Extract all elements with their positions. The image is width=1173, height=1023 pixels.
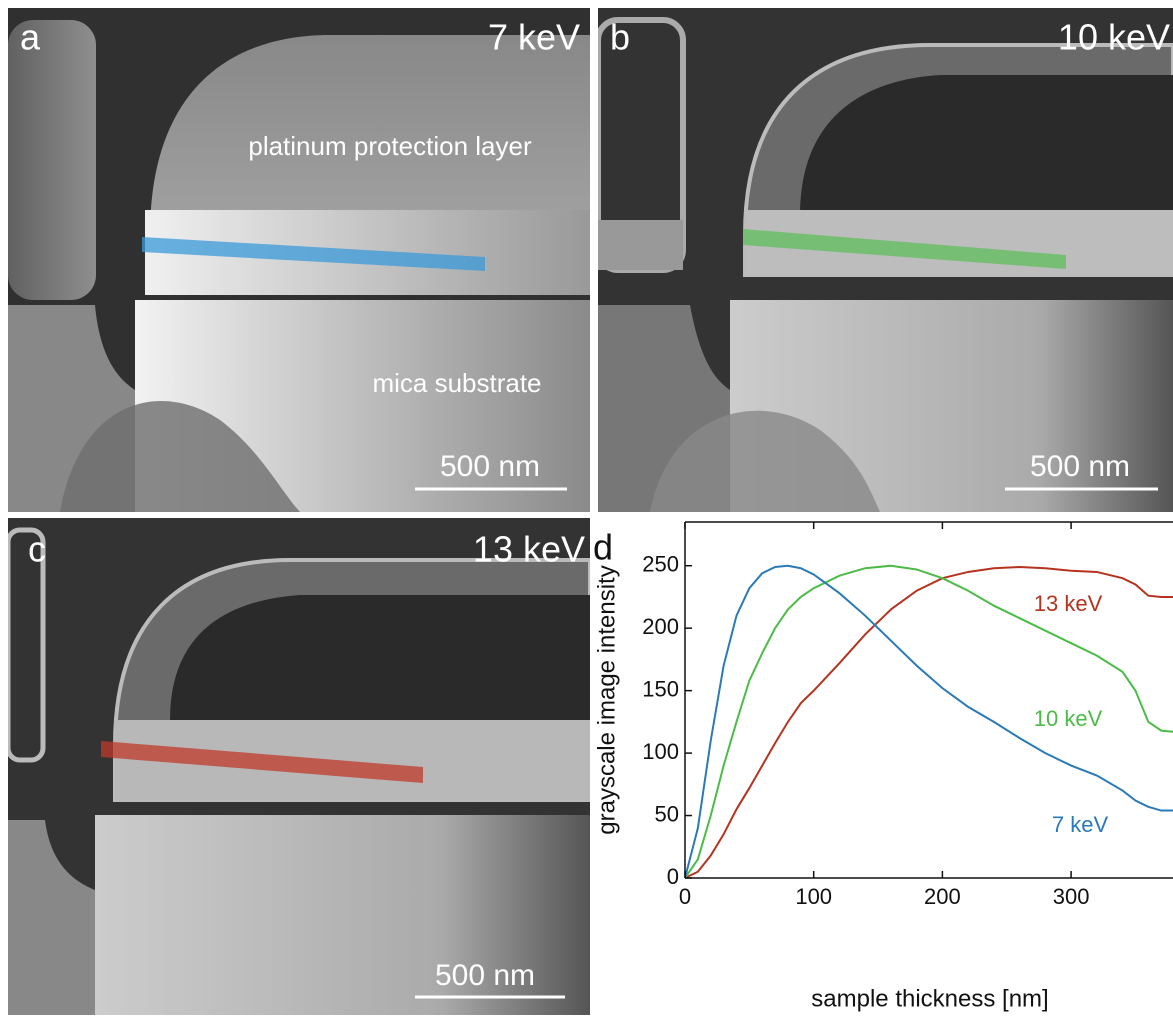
scale-bar-label: 500 nm	[440, 450, 540, 483]
x-tick-label: 0	[679, 884, 691, 909]
panel-a-image	[8, 8, 590, 512]
panel-b-image	[598, 8, 1173, 512]
y-tick-label: 50	[655, 801, 679, 826]
series-label: 7 keV	[1052, 812, 1109, 837]
y-tick-label: 250	[642, 552, 679, 577]
panel-letter: a	[20, 17, 41, 58]
x-tick-label: 200	[924, 884, 961, 909]
y-tick-label: 0	[667, 864, 679, 889]
panel-letter: d	[593, 527, 613, 568]
annotation: platinum protection layer	[248, 131, 532, 161]
annotation: mica substrate	[372, 368, 541, 398]
y-tick-label: 100	[642, 739, 679, 764]
panel-letter: c	[28, 529, 46, 570]
x-axis-title: sample thickness [nm]	[811, 985, 1048, 1012]
x-tick-label: 300	[1053, 884, 1090, 909]
energy-label: 10 keV	[1058, 17, 1170, 58]
scale-bar-label: 500 nm	[435, 959, 535, 992]
series-label: 13 keV	[1034, 591, 1103, 616]
scale-bar-label: 500 nm	[1030, 450, 1130, 483]
energy-label: 7 keV	[488, 17, 580, 58]
x-tick-label: 100	[795, 884, 832, 909]
y-tick-label: 150	[642, 676, 679, 701]
y-tick-label: 200	[642, 614, 679, 639]
y-axis-title: grayscale image intensity	[593, 565, 620, 834]
figure: a 7 keV platinum protection layer mica s…	[0, 0, 1173, 1023]
panel-c-image	[8, 518, 590, 1015]
series-label: 10 keV	[1034, 706, 1103, 731]
panel-letter: b	[610, 17, 630, 58]
energy-label: 13 keV	[473, 529, 585, 570]
